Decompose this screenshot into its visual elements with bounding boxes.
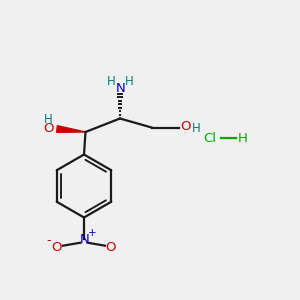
Text: -: - [47,234,51,248]
Text: Cl: Cl [203,131,217,145]
Text: H: H [192,122,201,135]
Text: H: H [125,75,134,88]
Text: H: H [238,131,248,145]
Text: +: + [88,228,97,238]
Text: H: H [107,75,116,88]
Polygon shape [57,126,86,132]
Text: N: N [80,232,89,246]
Text: N: N [116,82,126,95]
Text: O: O [106,241,116,254]
Text: O: O [43,122,54,135]
Text: H: H [44,113,53,126]
Text: O: O [180,120,190,134]
Text: O: O [52,241,62,254]
